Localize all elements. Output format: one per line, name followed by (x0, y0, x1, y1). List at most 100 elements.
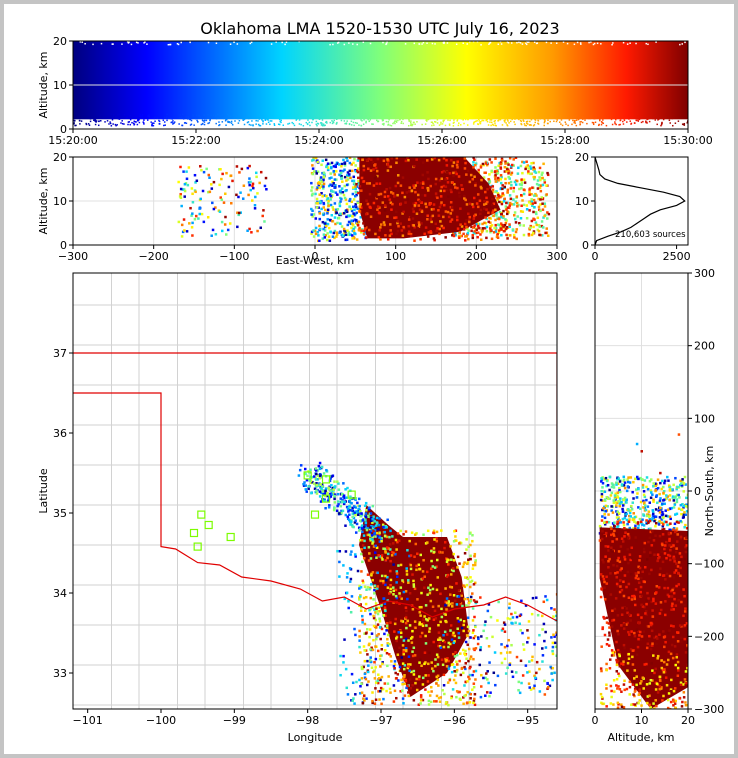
north-south-source (618, 654, 621, 658)
plan-view-source (369, 656, 372, 659)
time-altitude-source (568, 119, 571, 121)
time-altitude-source (333, 119, 335, 122)
north-south-source (650, 544, 654, 547)
plan-view-source (464, 649, 467, 653)
plan-view-xlabel: Longitude (288, 731, 343, 744)
north-south-source (626, 621, 629, 625)
north-south-source (663, 670, 667, 674)
plan-view-source (442, 633, 445, 637)
plan-view-source (319, 474, 322, 477)
plan-view-source (381, 687, 385, 691)
north-south-source (682, 482, 686, 485)
plan-view-source (350, 523, 354, 527)
east-west-source (326, 208, 330, 212)
time-altitude-source (185, 122, 188, 125)
plan-view-source (376, 585, 379, 588)
time-altitude-source (519, 115, 522, 118)
time-altitude-source (128, 121, 131, 123)
time-altitude-source (414, 123, 416, 125)
plan-view-source (445, 658, 448, 662)
east-west-source (359, 231, 363, 234)
plan-view-source (394, 538, 398, 542)
north-south-source (659, 608, 663, 612)
north-south-source (682, 691, 686, 694)
plan-view-source (376, 679, 379, 683)
time-altitude-source (669, 122, 671, 124)
plan-view-source (345, 686, 349, 690)
time-altitude-source (412, 123, 414, 126)
plan-view-source (520, 681, 523, 685)
plan-view-source (456, 627, 459, 630)
time-altitude-source (491, 121, 493, 124)
east-west-source (349, 233, 352, 236)
plan-view-source (375, 531, 379, 535)
east-west-source (354, 204, 357, 208)
time-altitude-source (212, 114, 215, 117)
time-altitude-gap (622, 41, 625, 44)
north-south-source (610, 649, 614, 652)
east-west-source (457, 235, 461, 238)
plan-view-source (449, 642, 452, 646)
east-west-source (503, 165, 507, 169)
plan-view-source (373, 669, 376, 672)
time-altitude-source (637, 120, 640, 122)
time-altitude-source (227, 121, 229, 124)
north-south-source (680, 508, 684, 511)
plan-view-source (447, 600, 450, 603)
east-west-source (465, 218, 468, 222)
plan-view-source (392, 700, 396, 703)
east-west-source (416, 181, 419, 184)
time-altitude-source (656, 123, 658, 126)
east-west-source (479, 233, 482, 236)
east-west-source (372, 168, 375, 171)
east-west-source (350, 163, 353, 166)
north-south-source (615, 576, 619, 579)
east-west-source (371, 161, 375, 164)
time-altitude-source (99, 116, 101, 118)
plan-view-source (376, 571, 379, 575)
time-altitude-source (106, 120, 109, 122)
plan-view-source (508, 602, 511, 606)
east-west-source (198, 212, 201, 216)
time-altitude-source (257, 120, 259, 122)
east-west-source (360, 171, 364, 174)
plan-view-source (472, 685, 476, 689)
north-south-source (682, 515, 685, 519)
plan-view-source (484, 676, 487, 680)
plan-view-source (443, 692, 446, 696)
plan-view-source (400, 678, 403, 682)
plan-view-source (469, 580, 472, 584)
plan-view-source (384, 550, 387, 553)
time-altitude-source (456, 120, 458, 122)
time-altitude-source (574, 122, 577, 124)
east-west-source (526, 171, 530, 175)
plan-view-source (346, 517, 350, 521)
time-altitude-gap (510, 42, 513, 44)
plan-view-source (443, 541, 447, 544)
east-west-xlabel: East-West, km (276, 254, 354, 267)
time-altitude-source (164, 124, 166, 126)
histogram-ytick: 10 (575, 195, 589, 208)
time-altitude-source (350, 124, 353, 126)
plan-view-source (376, 612, 380, 616)
north-south-source (617, 516, 620, 519)
time-altitude-source (433, 120, 436, 123)
east-west-source (383, 195, 387, 198)
east-west-source (353, 237, 356, 240)
time-altitude-source (508, 115, 511, 117)
north-south-source (615, 516, 619, 519)
east-west-source (346, 159, 349, 162)
time-altitude-source (611, 114, 613, 116)
plan-view-source (398, 646, 401, 650)
north-south-source (613, 494, 617, 497)
time-altitude-source (672, 113, 675, 116)
plan-view-source (455, 603, 459, 606)
state-boundary (73, 352, 557, 622)
north-south-source (652, 498, 655, 502)
east-west-source (485, 229, 489, 233)
time-altitude-source (420, 116, 422, 118)
plan-view-source (484, 620, 487, 623)
time-altitude-source (291, 121, 293, 124)
east-west-source (479, 212, 482, 216)
time-altitude-source (311, 118, 314, 120)
